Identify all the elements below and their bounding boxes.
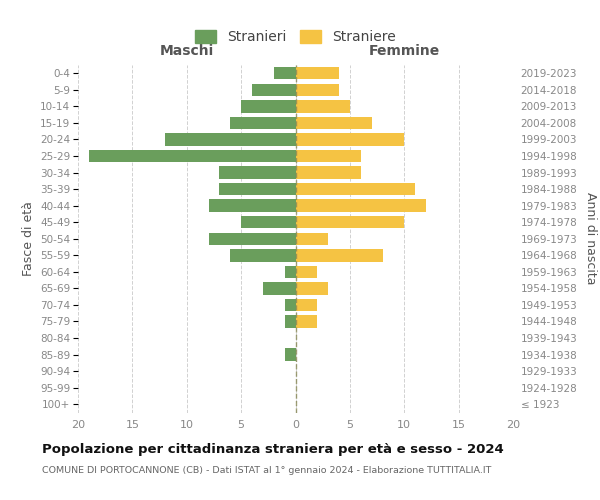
Bar — [284, 298, 296, 311]
Bar — [220, 183, 296, 196]
Bar — [296, 166, 361, 179]
Bar — [274, 67, 296, 80]
Bar — [252, 84, 296, 96]
Bar — [284, 266, 296, 278]
Bar — [209, 232, 296, 245]
Bar — [296, 84, 339, 96]
Bar — [220, 166, 296, 179]
Bar — [296, 298, 317, 311]
Bar — [296, 249, 383, 262]
Bar — [296, 116, 371, 129]
Bar — [296, 200, 426, 212]
Bar — [296, 67, 339, 80]
Bar — [241, 100, 296, 112]
Bar — [296, 100, 350, 112]
Bar — [165, 134, 296, 145]
Bar — [296, 232, 328, 245]
Bar — [296, 150, 361, 162]
Bar — [263, 282, 296, 294]
Bar — [230, 249, 296, 262]
Bar — [284, 316, 296, 328]
Bar — [296, 266, 317, 278]
Text: COMUNE DI PORTOCANNONE (CB) - Dati ISTAT al 1° gennaio 2024 - Elaborazione TUTTI: COMUNE DI PORTOCANNONE (CB) - Dati ISTAT… — [42, 466, 491, 475]
Text: Femmine: Femmine — [368, 44, 440, 58]
Bar — [296, 282, 328, 294]
Bar — [241, 216, 296, 228]
Text: Maschi: Maschi — [160, 44, 214, 58]
Y-axis label: Fasce di età: Fasce di età — [22, 202, 35, 276]
Bar — [296, 216, 404, 228]
Bar — [296, 183, 415, 196]
Legend: Stranieri, Straniere: Stranieri, Straniere — [188, 24, 403, 51]
Bar — [230, 116, 296, 129]
Bar — [284, 348, 296, 361]
Bar — [296, 134, 404, 145]
Bar — [296, 316, 317, 328]
Y-axis label: Anni di nascita: Anni di nascita — [584, 192, 597, 285]
Text: Popolazione per cittadinanza straniera per età e sesso - 2024: Popolazione per cittadinanza straniera p… — [42, 442, 504, 456]
Bar — [209, 200, 296, 212]
Bar — [89, 150, 296, 162]
